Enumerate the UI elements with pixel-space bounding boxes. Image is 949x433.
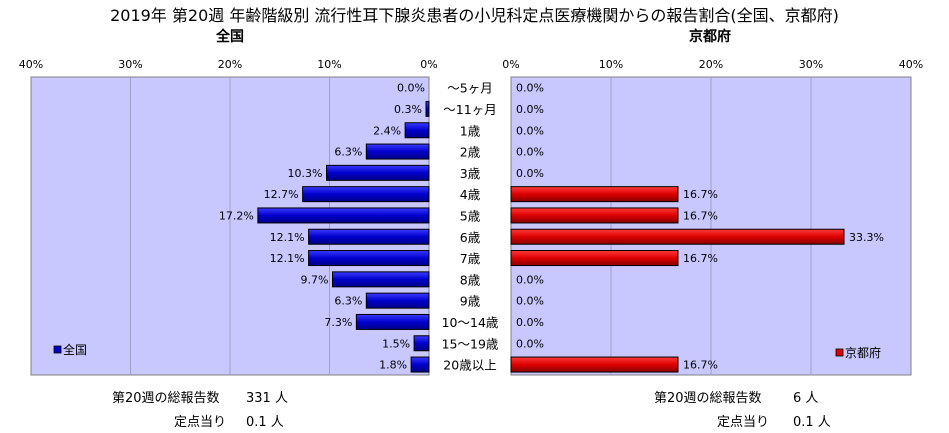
category-label: 8歳 <box>460 272 481 287</box>
kyoto-data-label: 0.0% <box>516 82 544 95</box>
legend-label-kyoto: 京都府 <box>845 345 881 360</box>
kyoto-total-value: 6 人 <box>793 391 819 406</box>
category-label: ～11ヶ月 <box>443 102 496 117</box>
national-bar <box>331 271 430 288</box>
national-data-label: 17.2% <box>219 209 254 222</box>
national-data-label: 9.7% <box>301 273 329 286</box>
left-tick-label: 30% <box>118 58 142 71</box>
category-label: 5歳 <box>460 208 481 223</box>
category-label: 2歳 <box>460 145 481 160</box>
kyoto-data-label: 16.7% <box>683 209 718 222</box>
national-data-label: 1.5% <box>382 337 410 350</box>
kyoto-bar <box>510 356 679 373</box>
kyoto-bar <box>510 228 845 245</box>
national-data-label: 7.3% <box>324 316 352 329</box>
left-tick-label: 20% <box>218 58 242 71</box>
national-bar <box>404 122 430 139</box>
right-tick-label: 40% <box>899 58 923 71</box>
chart-title: 2019年 第20週 年齢階級別 流行性耳下腺炎患者の小児科定点医療機関からの報… <box>110 6 839 25</box>
kyoto-data-label: 16.7% <box>683 188 718 201</box>
right-panel-title: 京都府 <box>689 29 731 45</box>
national-data-label: 12.7% <box>264 188 299 201</box>
national-data-label: 12.1% <box>270 231 305 244</box>
national-bar <box>326 164 430 181</box>
national-data-label: 1.8% <box>379 359 407 372</box>
kyoto-data-label: 0.0% <box>516 295 544 308</box>
national-data-label: 6.3% <box>334 146 362 159</box>
kyoto-data-label: 16.7% <box>683 252 718 265</box>
national-data-label: 12.1% <box>270 252 305 265</box>
kyoto-data-label: 0.0% <box>516 167 544 180</box>
national-data-label: 0.0% <box>397 82 425 95</box>
kyoto-bar <box>510 186 679 203</box>
kyoto-per-label: 定点当り <box>717 415 770 430</box>
left-tick-label: 10% <box>317 58 341 71</box>
national-bar <box>365 143 430 160</box>
right-tick-label: 0% <box>502 58 519 71</box>
national-bar <box>308 228 430 245</box>
legend-swatch-national <box>53 345 62 354</box>
kyoto-data-label: 16.7% <box>683 359 718 372</box>
national-bar <box>410 356 430 373</box>
kyoto-per-value: 0.1 人 <box>793 415 831 430</box>
right-tick-label: 30% <box>799 58 823 71</box>
legend-label-national: 全国 <box>63 342 87 357</box>
category-label: 4歳 <box>460 187 481 202</box>
kyoto-data-label: 0.0% <box>516 337 544 350</box>
category-label: 6歳 <box>460 230 481 245</box>
kyoto-bar <box>510 207 679 224</box>
kyoto-data-label: 0.0% <box>516 124 544 137</box>
category-label: 7歳 <box>460 251 481 266</box>
kyoto-data-label: 0.0% <box>516 103 544 116</box>
national-per-value: 0.1 人 <box>246 415 284 430</box>
category-label: ～5ヶ月 <box>447 81 492 96</box>
national-data-label: 2.4% <box>373 124 401 137</box>
category-label: 10～14歳 <box>442 315 499 330</box>
national-bar <box>308 250 430 267</box>
national-bar <box>425 100 430 117</box>
kyoto-data-label: 0.0% <box>516 273 544 286</box>
national-data-label: 6.3% <box>334 295 362 308</box>
national-bar <box>302 186 430 203</box>
national-bar <box>355 313 430 330</box>
category-label: 9歳 <box>460 294 481 309</box>
national-per-label: 定点当り <box>174 415 227 430</box>
national-bar <box>365 292 430 309</box>
kyoto-data-label: 33.3% <box>849 231 884 244</box>
national-data-label: 10.3% <box>288 167 323 180</box>
kyoto-total-label: 第20週の総報告数 <box>654 391 762 406</box>
category-label: 1歳 <box>460 123 481 138</box>
category-label: 3歳 <box>460 166 481 181</box>
category-label: 15～19歳 <box>442 336 499 351</box>
national-bar <box>413 335 430 352</box>
kyoto-data-label: 0.0% <box>516 316 544 329</box>
left-tick-label: 0% <box>420 58 437 71</box>
kyoto-bar <box>510 250 679 267</box>
kyoto-data-label: 0.0% <box>516 146 544 159</box>
national-bar <box>257 207 430 224</box>
left-tick-label: 40% <box>19 58 43 71</box>
right-tick-label: 20% <box>699 58 723 71</box>
right-tick-label: 10% <box>599 58 623 71</box>
category-label: 20歳以上 <box>443 358 496 373</box>
legend-swatch-kyoto <box>835 348 844 357</box>
national-total-value: 331 人 <box>246 391 288 406</box>
national-data-label: 0.3% <box>394 103 422 116</box>
national-total-label: 第20週の総報告数 <box>112 391 220 406</box>
left-panel-title: 全国 <box>216 29 244 45</box>
